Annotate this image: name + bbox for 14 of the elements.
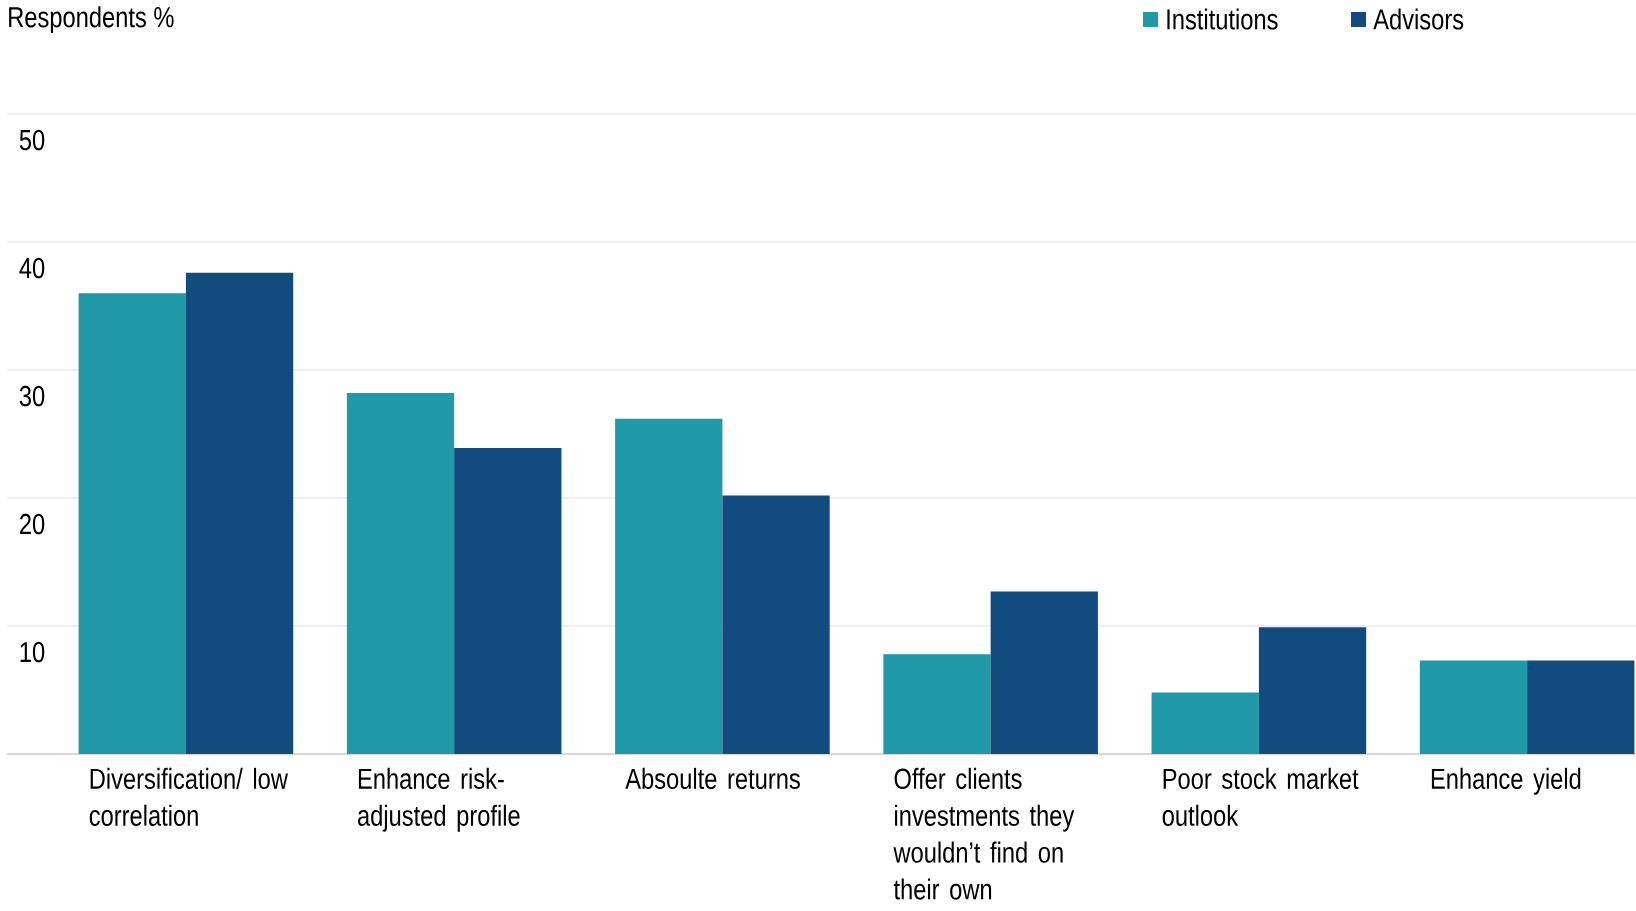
legend-label: Institutions: [1167, 8, 1278, 30]
x-tick-label: Enhance yield: [1431, 767, 1581, 795]
y-tick-label: 20: [20, 513, 45, 535]
y-tick-label: 40: [19, 257, 45, 279]
x-tick-label: Absoulte returns: [625, 767, 800, 790]
x-tick-label: Poor stock market outlook: [1162, 767, 1359, 826]
x-tick-label: Diversification/ low correlation: [89, 767, 288, 826]
y-tick-label: 50: [19, 129, 45, 151]
x-tick-label: Enhance risk-adjusted profile: [357, 767, 520, 832]
y-axis-title: Respondents %: [9, 6, 174, 34]
legend-label: Advisors: [1373, 8, 1464, 30]
x-tick-label: Offer clients investments they wouldn’t find on their own: [893, 767, 1075, 900]
y-tick-label: 10: [20, 641, 45, 663]
y-tick-label: 30: [19, 385, 45, 407]
